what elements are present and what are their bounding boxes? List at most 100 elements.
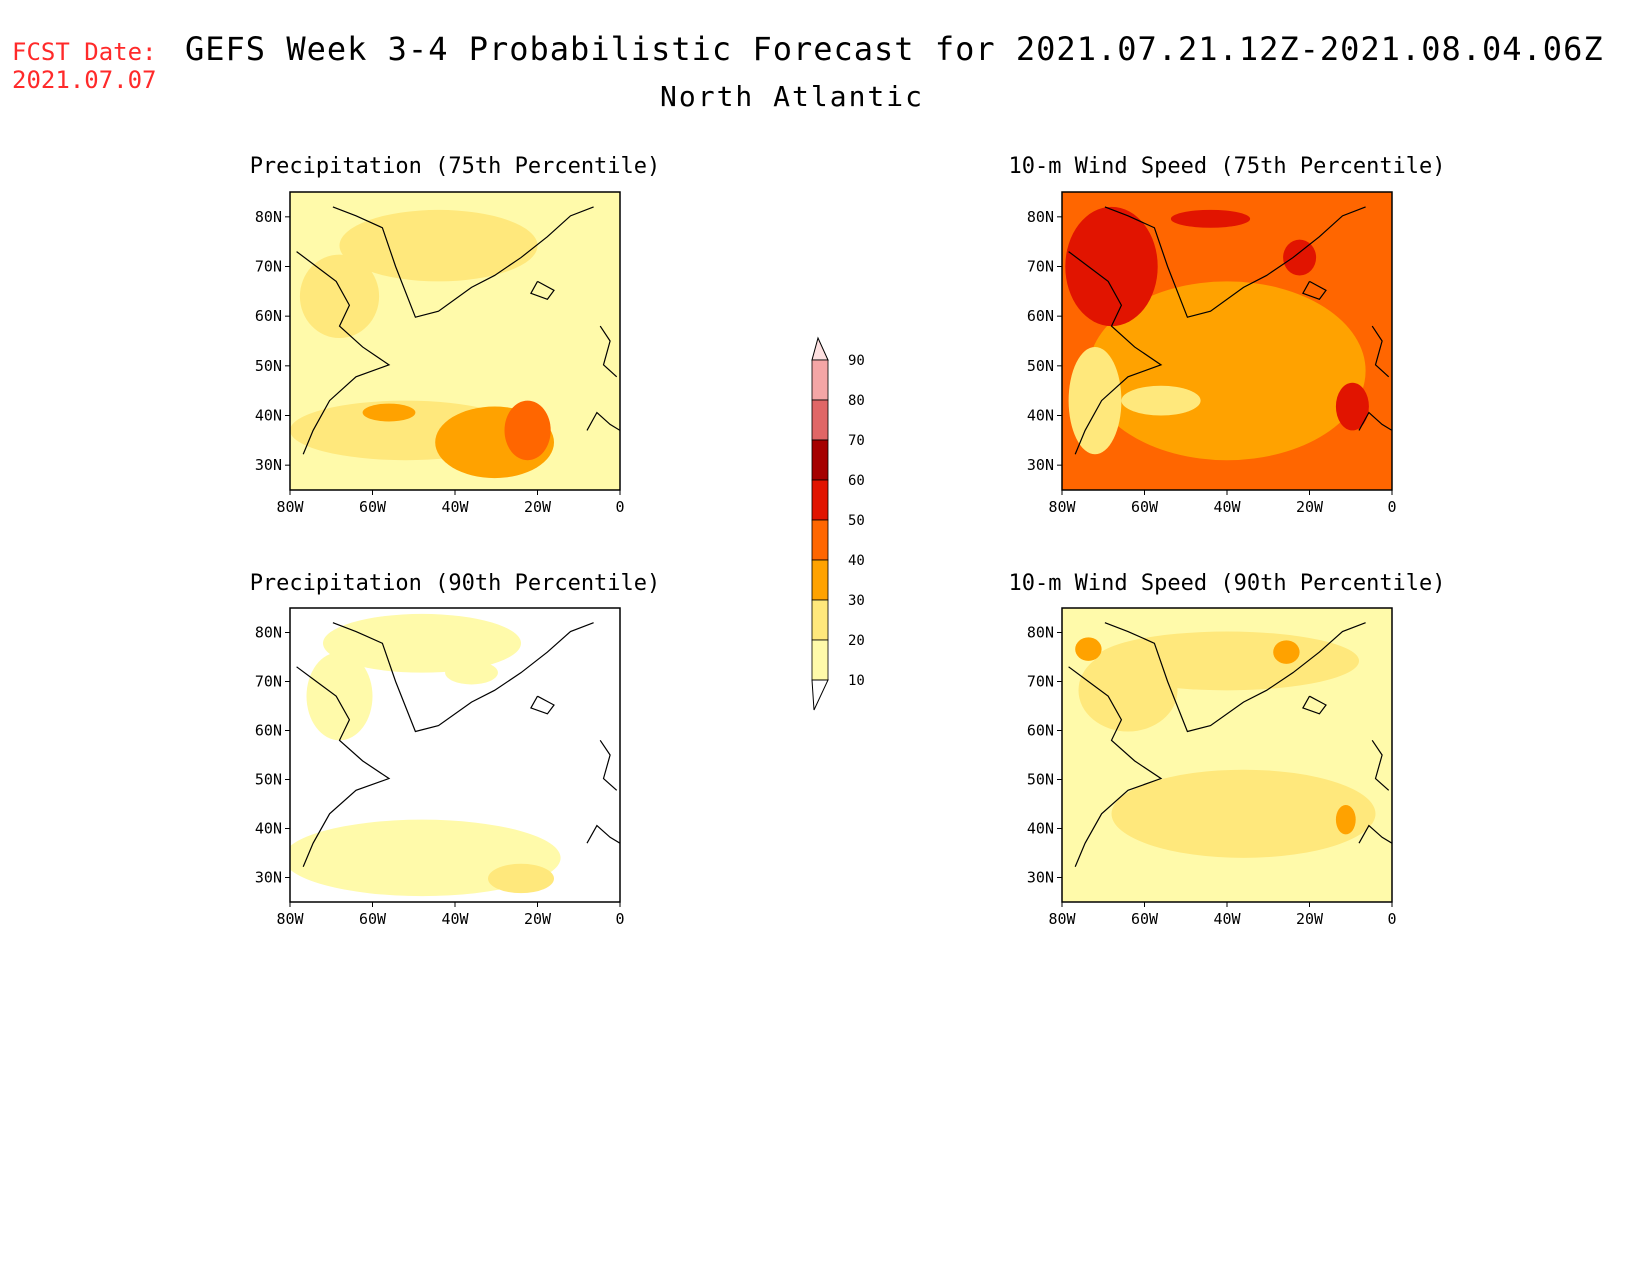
probability-region [1065,206,1158,327]
panel-title: Precipitation (75th Percentile) [250,154,661,179]
lat-tick-label: 60N [255,722,282,740]
lat-tick-label: 40N [1027,820,1054,838]
lat-tick-label: 80N [255,208,282,226]
lon-tick-label: 0 [615,498,624,516]
probability-field [290,608,620,902]
coastline [296,206,620,455]
panel-title: 10-m Wind Speed (90th Percentile) [1008,571,1445,596]
lon-tick-label: 80W [276,498,304,516]
probability-region [1068,346,1122,455]
forecast-date-label: FCST Date: [12,38,157,66]
lat-tick-label: 80N [1027,208,1054,226]
probability-region [1283,239,1317,276]
lat-tick-label: 30N [1027,456,1054,474]
colorbar-bottom-arrow [811,679,829,711]
lon-tick-label: 80W [276,910,304,928]
colorbar-tick-label: 20 [848,633,865,649]
probability-region [1111,769,1376,858]
probability-region [299,254,380,339]
coastline [296,622,620,867]
lon-tick-label: 0 [1387,910,1396,928]
lon-tick-label: 60W [1131,498,1159,516]
map-panel-1: Precipitation (75th Percentile) 80N 70N 60N… [250,154,661,516]
colorbar-swatch-80 [811,359,829,401]
lat-tick-label: 60N [255,307,282,325]
lat-tick-label: 40N [1027,407,1054,425]
probability-region [1170,209,1251,228]
probability-field [290,192,620,490]
lon-tick-label: 20W [524,498,552,516]
lat-tick-label: 30N [1027,869,1054,887]
lat-tick-label: 80N [255,624,282,642]
probability-region [504,400,551,461]
colorbar-swatch-60 [811,439,829,481]
probability-region [445,660,498,685]
map-panel-2: 10-m Wind Speed (75th Percentile) 80N 70N 6… [1008,154,1445,516]
probability-region [323,613,521,673]
lon-tick-label: 60W [1131,910,1159,928]
lon-tick-label: 20W [1296,498,1324,516]
colorbar-swatch-30 [811,559,829,601]
probability-region [1121,385,1201,416]
lat-tick-label: 30N [255,869,282,887]
lat-tick-label: 60N [1027,307,1054,325]
lon-tick-label: 40W [1213,498,1241,516]
lat-tick-label: 70N [255,258,282,276]
forecast-date: FCST Date: 2021.07.07 [12,38,157,94]
colorbar-tick-label: 10 [848,673,865,689]
coastline [1068,622,1392,867]
probability-region [1335,804,1356,835]
colorbar-tick-label: 30 [848,593,865,609]
colorbar-tick-label: 60 [848,473,865,489]
probability-region [488,863,554,894]
lat-tick-label: 40N [255,820,282,838]
colorbar: 90 80 70 60 50 40 30 20 10 [811,336,865,711]
lat-tick-label: 40N [255,407,282,425]
probability-region [362,403,416,422]
probability-region [1335,382,1369,431]
coastline [1068,206,1392,455]
colorbar-swatch-10 [811,639,829,681]
probability-region [339,209,538,282]
lon-tick-label: 80W [1048,498,1076,516]
lat-tick-label: 50N [255,771,282,789]
lat-tick-label: 80N [1027,624,1054,642]
probability-region [1273,640,1300,664]
colorbar-tick-label: 40 [848,553,865,569]
colorbar-top-arrow [811,336,829,361]
colorbar-swatch-50 [811,479,829,521]
lon-tick-label: 40W [441,910,469,928]
lon-tick-label: 20W [1296,910,1324,928]
panel-title: 10-m Wind Speed (75th Percentile) [1008,154,1445,179]
region-subtitle: North Atlantic [660,80,925,113]
map-panel-4: 10-m Wind Speed (90th Percentile) 80N 70N 6… [1008,571,1445,928]
probability-field [1062,608,1392,902]
colorbar-swatch-70 [811,399,829,441]
lon-tick-label: 0 [615,910,624,928]
lon-tick-label: 40W [1213,910,1241,928]
lat-tick-label: 70N [1027,258,1054,276]
lat-tick-label: 50N [1027,357,1054,375]
panel-title: Precipitation (90th Percentile) [250,571,661,596]
colorbar-swatch-20 [811,599,829,641]
forecast-date-value: 2021.07.07 [12,66,157,94]
lat-tick-label: 60N [1027,722,1054,740]
lon-tick-label: 20W [524,910,552,928]
lat-tick-label: 70N [1027,673,1054,691]
lat-tick-label: 70N [255,673,282,691]
lon-tick-label: 40W [441,498,469,516]
probability-region [1088,281,1366,461]
probability-region [1075,637,1102,661]
colorbar-tick-label: 90 [848,353,865,369]
page-title: GEFS Week 3-4 Probabilistic Forecast for… [185,30,1604,68]
colorbar-swatch-40 [811,519,829,561]
map-panel-3: Precipitation (90th Percentile) 80N 70N 60N… [250,571,661,928]
lat-tick-label: 30N [255,456,282,474]
lon-tick-label: 60W [359,498,387,516]
lon-tick-label: 60W [359,910,387,928]
colorbar-tick-label: 80 [848,393,865,409]
probability-field [1062,192,1392,490]
lon-tick-label: 0 [1387,498,1396,516]
probability-region [1078,649,1178,732]
